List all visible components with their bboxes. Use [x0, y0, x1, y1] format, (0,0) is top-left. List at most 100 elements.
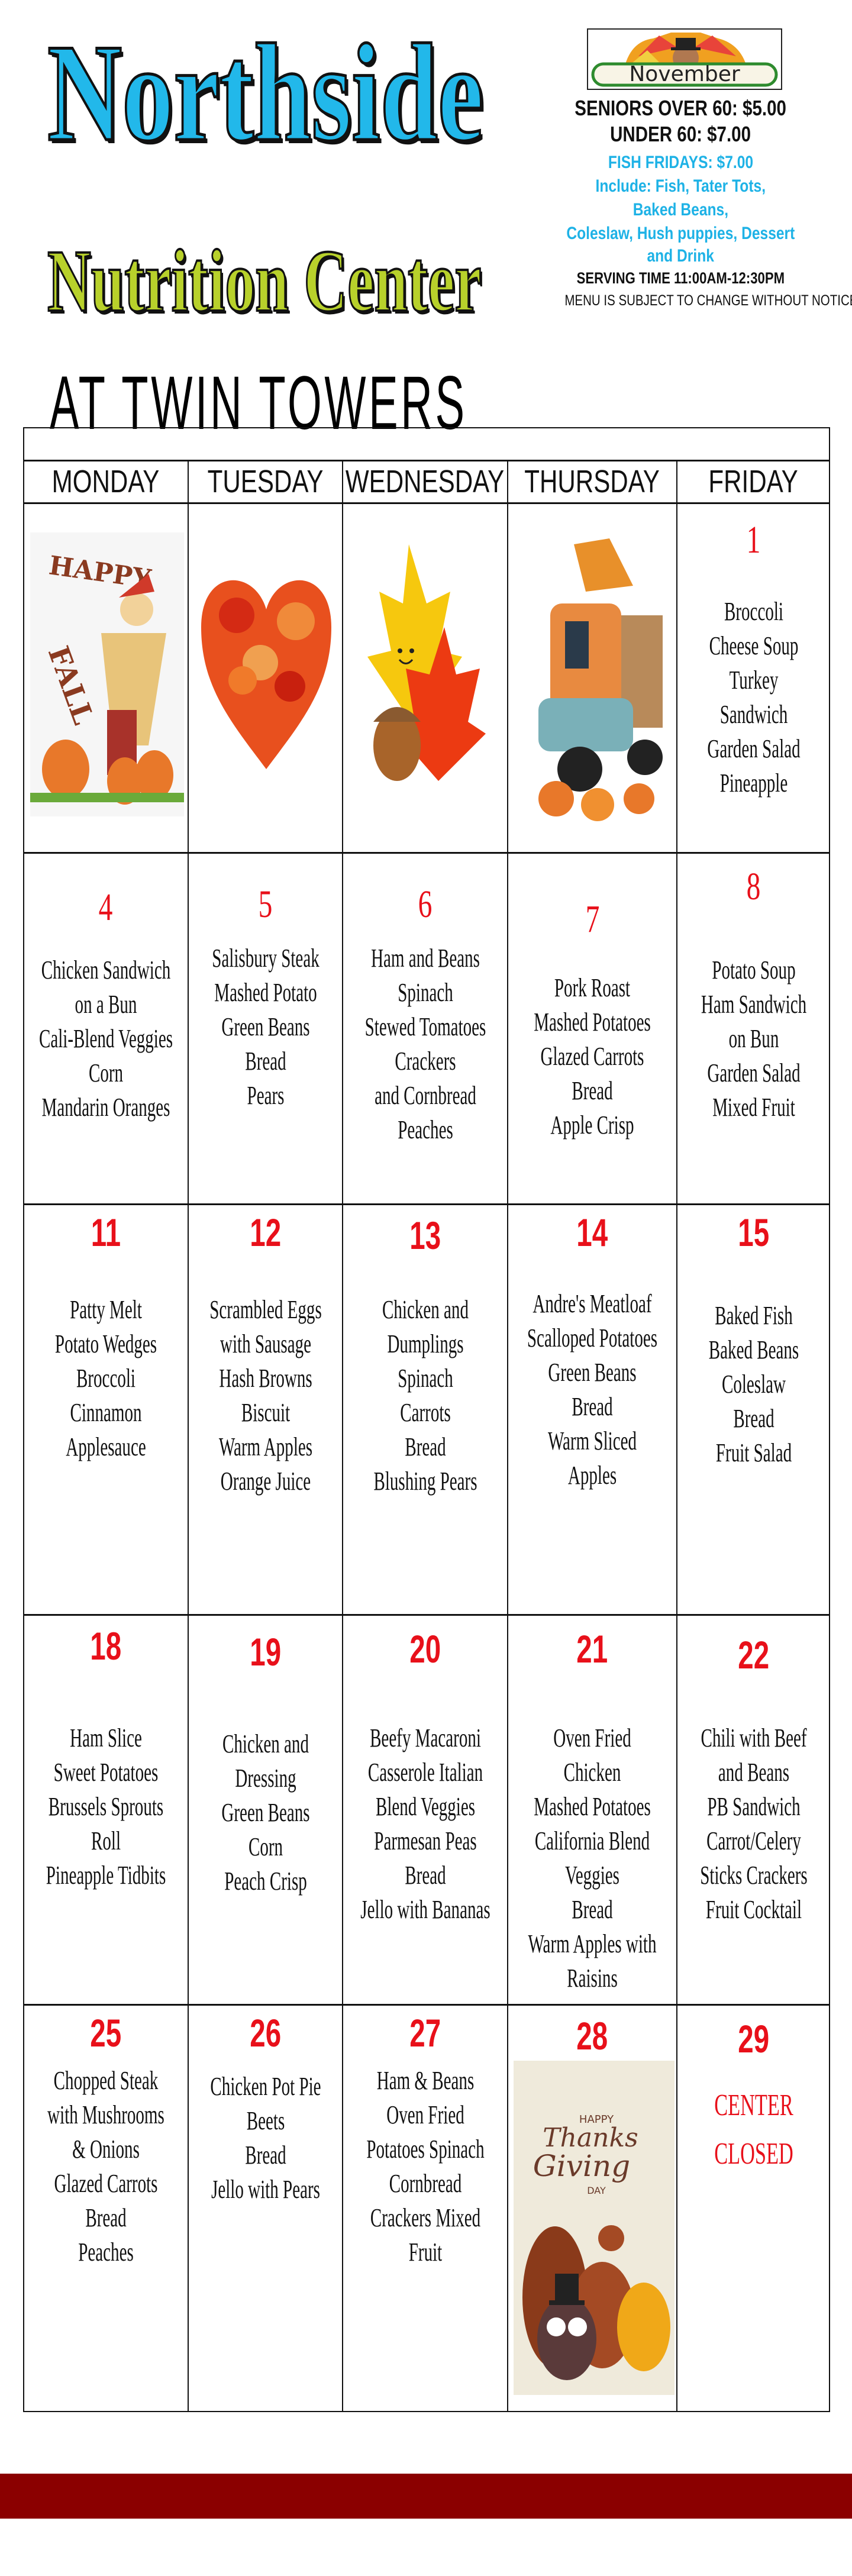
- menu-item: Bread: [404, 1861, 446, 1890]
- menu-item: Brussels Sprouts: [48, 1792, 163, 1821]
- menu-item: Green Beans: [548, 1358, 637, 1387]
- menu-change-notice: MENU IS SUBJECT TO CHANGE WITHOUT NOTICE: [564, 292, 852, 309]
- footer-bar: [0, 2474, 852, 2519]
- menu-item: Bread: [244, 1047, 286, 1076]
- menu-item: with Sausage: [220, 1329, 311, 1358]
- day-number: 22: [677, 1635, 830, 1674]
- day-number-text: 13: [409, 1213, 441, 1257]
- menu-item: Corn: [248, 1832, 283, 1861]
- weekday-label: TUESDAY: [207, 464, 324, 499]
- menu-items: Ham Slice Sweet Potatoes Brussels Sprouts R…: [28, 1721, 184, 1893]
- day-number-text: 5: [258, 883, 273, 926]
- day-number-text: 26: [250, 2011, 281, 2055]
- menu-item: Jello with Bananas: [360, 1895, 490, 1924]
- menu-item: Glazed Carrots: [54, 2169, 157, 2198]
- calendar-day-14: 14 Andre's Meatloaf Scalloped Potatoes Gree…: [508, 1204, 677, 1615]
- menu-item: Veggies: [565, 1861, 619, 1890]
- menu-item: Coleslaw: [721, 1370, 786, 1399]
- day-number-text: 15: [738, 1210, 769, 1254]
- calendar-day-5: 5 Salisbury Steak Mashed Potato Green Beans…: [188, 853, 343, 1204]
- grid-line-horizontal: [23, 460, 830, 461]
- menu-item: Broccoli: [724, 597, 783, 626]
- menu-item: Mashed Potatoes: [534, 1792, 651, 1821]
- calendar-day-8: 8 Potato Soup Ham Sandwich on Bun Garden Sal…: [677, 853, 830, 1204]
- day-number: 1: [677, 521, 830, 560]
- menu-item: Pineapple: [719, 769, 788, 798]
- fish-include-line: Include: Fish, Tater Tots,: [595, 176, 766, 196]
- menu-item: Bread: [572, 1076, 613, 1105]
- calendar-day-25: 25 Chopped Steak with Mushrooms & Onions Gla…: [23, 2004, 188, 2412]
- grid-line-horizontal: [23, 2004, 830, 2006]
- grid-line-vertical: [676, 460, 677, 2412]
- day-number-text: 11: [91, 1210, 121, 1254]
- menu-item: Dumplings: [386, 1329, 464, 1358]
- day-number-text: 14: [576, 1210, 608, 1254]
- day-number-text: 29: [738, 2017, 769, 2061]
- menu-item: Sweet Potatoes: [53, 1758, 158, 1787]
- menu-items: Chicken and Dressing Green Beans Corn Peach …: [188, 1727, 343, 1899]
- day-number: 28: [508, 2016, 677, 2055]
- calendar-day-29: 29 CENTER CLOSED: [677, 2004, 830, 2412]
- menu-item: California Blend: [534, 1826, 650, 1855]
- thanksgiving-turkey-image: HAPPY Thanks Giving DAY: [514, 2061, 674, 2398]
- price-seniors: SENIORS OVER 60: $5.00: [575, 96, 786, 120]
- menu-item: Chili with Beef: [700, 1723, 807, 1752]
- grid-line-horizontal: [23, 1203, 830, 1205]
- menu-item: Hash Browns: [218, 1364, 312, 1393]
- menu-item: Bread: [404, 1432, 446, 1461]
- menu-item: Baked Beans: [708, 1335, 799, 1364]
- serving-time: SERVING TIME 11:00AM-12:30PM: [576, 269, 785, 287]
- calendar-empty-cell: HAPPY FALL: [23, 503, 188, 853]
- weekday-label: MONDAY: [51, 464, 160, 499]
- weekday-label: WEDNESDAY: [346, 464, 505, 499]
- menu-items: Ham and Beans Spinach Stewed Tomatoes Crack…: [347, 941, 504, 1147]
- menu-item: Jello with Pears: [211, 2175, 320, 2204]
- menu-item: and Cornbread: [374, 1081, 476, 1110]
- menu-item: Ham Slice: [69, 1723, 142, 1752]
- day-number-text: 19: [250, 1630, 281, 1674]
- menu-item: Pineapple Tidbits: [46, 1861, 166, 1890]
- day-number-text: 18: [90, 1624, 121, 1668]
- center-closed-notice: CENTER CLOSED: [677, 2081, 830, 2178]
- menu-item: Salisbury Steak: [211, 944, 320, 973]
- menu-item: Stewed Tomatoes: [364, 1012, 486, 1041]
- day-number-text: 4: [98, 886, 113, 929]
- calendar-empty-cell: [343, 503, 508, 853]
- menu-item: Ham & Beans: [376, 2066, 474, 2095]
- weekday-header-friday: FRIDAY: [677, 460, 830, 503]
- menu-item: Crackers: [394, 1047, 456, 1076]
- calendar-day-1: 1 Broccoli Cheese Soup Turkey Sandwich Garden…: [677, 503, 830, 853]
- day-number: 13: [343, 1216, 508, 1255]
- menu-item: Mashed Potatoes: [534, 1008, 651, 1037]
- menu-items: Scrambled Eggs with Sausage Hash Browns Bis…: [188, 1293, 343, 1499]
- grid-line-vertical: [342, 460, 343, 2412]
- day-number: 14: [508, 1213, 677, 1252]
- menu-item: Spinach: [397, 1364, 453, 1393]
- smiling-leaves-acorn-image: [350, 532, 492, 808]
- menu-item: Sticks Crackers: [699, 1861, 808, 1890]
- title-nutrition-center: Nutrition Center: [47, 232, 482, 330]
- menu-item: Oven Fried: [386, 2100, 464, 2129]
- day-number-text: 7: [585, 898, 599, 941]
- calendar-day-11: 11 Patty Melt Potato Wedges Broccoli Cinnamo…: [23, 1204, 188, 1615]
- day-number: 6: [343, 885, 508, 924]
- menu-items: Andre's Meatloaf Scalloped Potatoes Green …: [514, 1287, 670, 1493]
- fish-include-line: Baked Beans,: [632, 200, 728, 219]
- menu-item: Roll: [91, 1826, 121, 1855]
- menu-item: Pork Roast: [554, 973, 631, 1002]
- day-number: 20: [343, 1629, 508, 1668]
- calendar-day-4: 4 Chicken Sandwich on a Bun Cali-Blend Vegg…: [23, 853, 188, 1204]
- menu-items: Broccoli Cheese Soup Turkey Sandwich Garden …: [677, 595, 830, 800]
- svg-text:Giving: Giving: [533, 2149, 630, 2183]
- price-under-60: UNDER 60: $7.00: [610, 122, 751, 146]
- day-number: 7: [508, 900, 677, 939]
- menu-items: Patty Melt Potato Wedges Broccoli Cinnamon A…: [28, 1293, 184, 1464]
- calendar-day-20: 20 Beefy Macaroni Casserole Italian Blend V…: [343, 1615, 508, 2004]
- menu-item: with Mushrooms: [47, 2100, 164, 2129]
- menu-item: Cinnamon: [69, 1398, 141, 1427]
- menu-item: Peaches: [78, 2238, 134, 2267]
- closed-text: CENTER: [714, 2088, 793, 2122]
- calendar-day-7: 7 Pork Roast Mashed Potatoes Glazed Carrots…: [508, 853, 677, 1204]
- menu-item: Applesauce: [65, 1432, 146, 1461]
- menu-item: on Bun: [728, 1024, 779, 1053]
